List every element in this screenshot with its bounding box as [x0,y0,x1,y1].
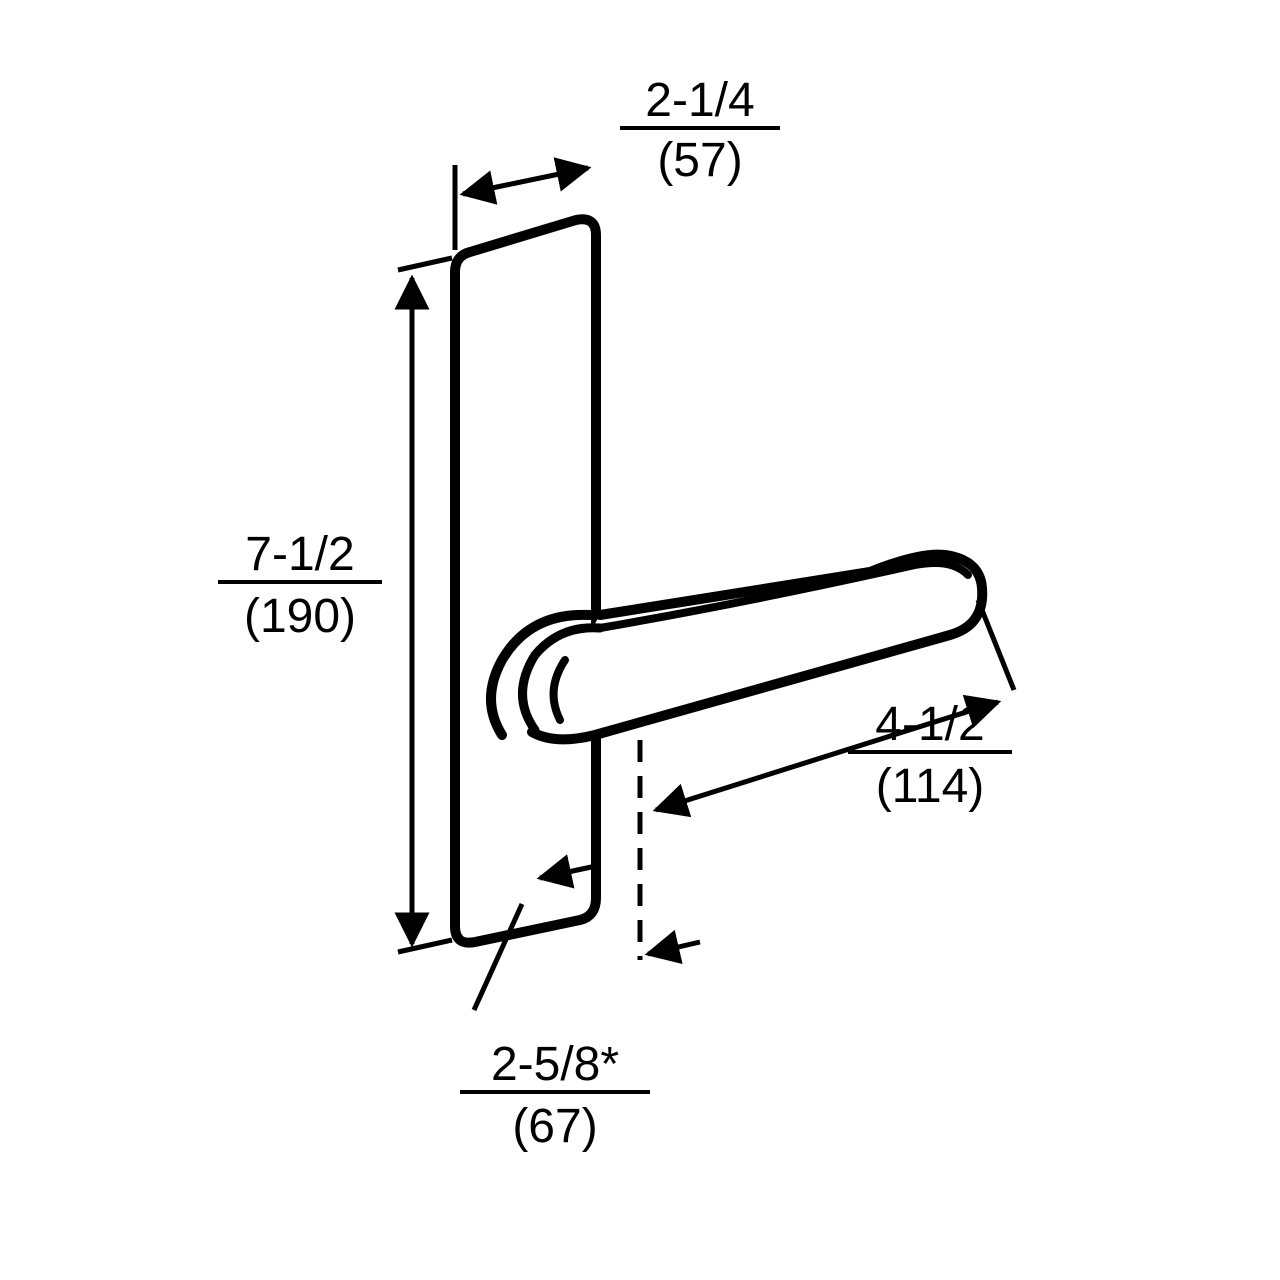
dim-width-imperial: 2-1/4 [645,74,754,127]
dimension-height: 7-1/2 (190) [218,258,452,952]
dim-lever-metric: (114) [876,760,985,813]
dim-width-metric: (57) [657,134,742,187]
dimension-width: 2-1/4 (57) [455,74,780,250]
svg-text:(67): (67) [512,1100,597,1153]
escutcheon-plate [455,219,596,942]
dim-proj-imperial: 2-5/8* [491,1038,619,1091]
dim-proj-metric: (67) [512,1100,597,1153]
svg-text:2-5/8*: 2-5/8* [491,1038,619,1091]
svg-text:4-1/2: 4-1/2 [875,698,984,751]
dimension-projection: 2-5/8* (67) [460,866,700,1153]
dim-height-imperial: 7-1/2 [245,528,354,581]
dim-height-metric: (190) [244,590,356,643]
svg-text:2-1/4: 2-1/4 [645,74,754,127]
svg-text:7-1/2: 7-1/2 [245,528,354,581]
dim-lever-imperial: 4-1/2 [875,698,984,751]
svg-text:(57): (57) [657,134,742,187]
svg-text:(114): (114) [876,760,985,813]
svg-text:(190): (190) [244,590,356,643]
